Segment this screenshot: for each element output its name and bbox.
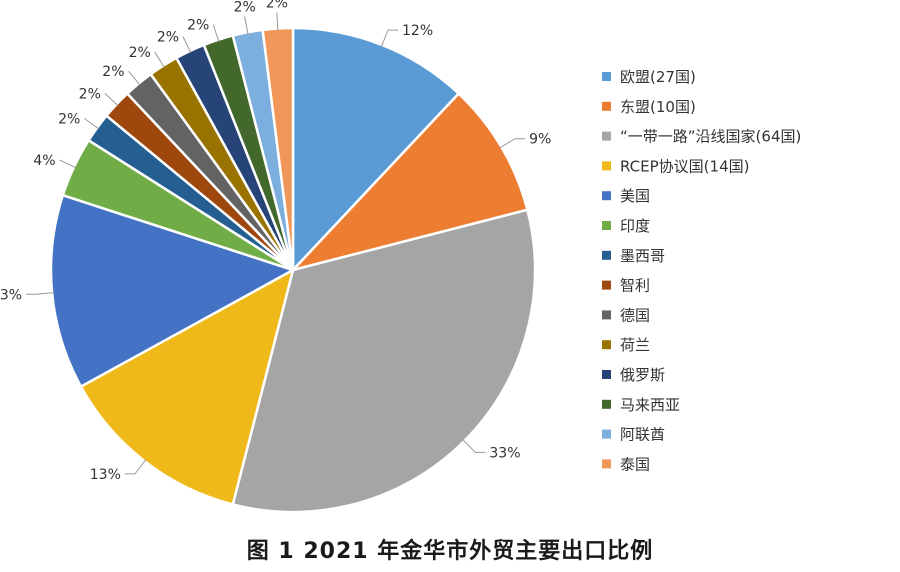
legend-swatch — [602, 72, 611, 81]
legend-label: 智利 — [620, 277, 650, 295]
leader-line — [212, 24, 220, 42]
legend-label: 德国 — [620, 306, 650, 324]
pie-chart: 12%9%33%13%13%4%2%2%2%2%2%2%2%2% 欧盟(27国)… — [0, 0, 801, 514]
legend-swatch — [602, 221, 611, 230]
legend-swatch — [602, 191, 611, 201]
data-labels: 12%9%33%13%13%4%2%2%2%2%2%2%2%2% — [0, 0, 551, 483]
data-label: 12% — [402, 23, 433, 39]
data-label: 9% — [529, 132, 551, 148]
leader-line — [128, 70, 141, 86]
leader-line — [104, 93, 119, 107]
leader-line — [26, 292, 55, 295]
data-label: 2% — [102, 64, 124, 80]
data-label: 2% — [157, 30, 179, 46]
legend-label: 泰国 — [620, 455, 650, 473]
legend-label: 墨西哥 — [620, 247, 665, 265]
leader-line — [244, 16, 249, 35]
legend: 欧盟(27国) 东盟(10国) “一带一路”沿线国家(64国) RCEP协议国(14国… — [602, 68, 801, 473]
data-label: 33% — [489, 445, 520, 461]
legend-label: 阿联酋 — [620, 426, 665, 444]
leader-line — [182, 36, 192, 54]
legend-label: 荷兰 — [620, 336, 650, 354]
legend-swatch — [602, 310, 611, 320]
pie-slices — [49, 26, 537, 514]
data-label: 2% — [79, 86, 101, 102]
leader-line — [154, 51, 165, 68]
leader-line — [59, 159, 77, 169]
legend-swatch — [602, 161, 611, 171]
legend-swatch — [602, 429, 611, 439]
legend-label: 俄罗斯 — [620, 366, 665, 384]
data-label: 2% — [234, 0, 256, 16]
legend-swatch — [602, 459, 611, 469]
legend-swatch — [602, 101, 611, 111]
legend-label: 马来西亚 — [620, 396, 680, 414]
leader-lines — [26, 12, 526, 475]
legend-swatch — [602, 280, 611, 290]
legend-swatch — [602, 340, 611, 350]
data-label: 2% — [266, 0, 288, 12]
legend-label: “一带一路”沿线国家(64国) — [620, 128, 801, 146]
data-label: 13% — [0, 287, 22, 303]
legend-label: 欧盟(27国) — [620, 68, 696, 86]
leader-line — [380, 29, 398, 48]
legend-swatch — [602, 250, 611, 260]
leader-line — [462, 439, 486, 453]
data-label: 2% — [129, 45, 151, 61]
figure-caption: 图 1 2021 年金华市外贸主要出口比例 — [246, 539, 654, 564]
leader-line — [124, 459, 147, 475]
legend-swatch — [602, 370, 611, 379]
data-label: 2% — [187, 18, 209, 34]
legend-label: 东盟(10国) — [620, 98, 696, 116]
data-label: 4% — [33, 153, 55, 169]
legend-label: 美国 — [620, 187, 650, 205]
data-label: 13% — [90, 467, 121, 483]
legend-swatch — [602, 399, 611, 409]
legend-swatch — [602, 131, 611, 141]
data-label: 2% — [58, 111, 80, 127]
leader-line — [499, 138, 526, 149]
legend-label: RCEP协议国(14国) — [620, 157, 749, 175]
leader-line — [276, 12, 279, 31]
legend-label: 印度 — [620, 217, 650, 235]
leader-line — [84, 117, 100, 130]
